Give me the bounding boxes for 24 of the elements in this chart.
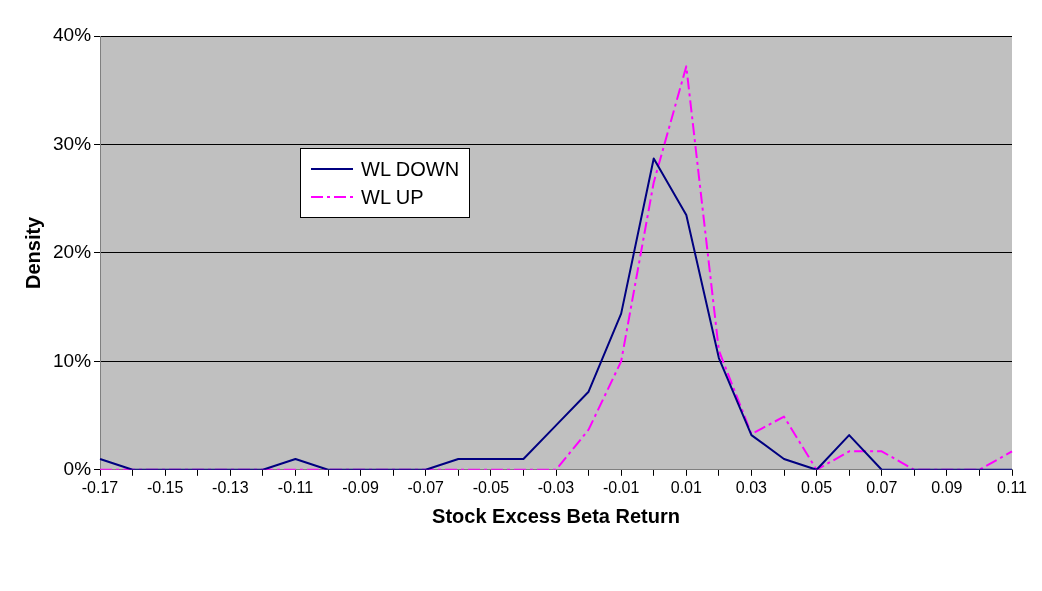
x-tick-label: -0.07: [407, 478, 445, 496]
y-tick-label: 0%: [63, 458, 92, 480]
x-tick-label: 0.07: [866, 478, 898, 496]
x-tick-label: 0.09: [931, 478, 963, 496]
y-tick-label: 40%: [53, 24, 92, 46]
x-tick-label: -0.05: [472, 478, 510, 496]
legend-label: WL DOWN: [361, 157, 460, 182]
x-tick-label: 0.01: [670, 478, 702, 496]
x-tick-label: -0.09: [342, 478, 379, 496]
x-axis-title: Stock Excess Beta Return: [432, 504, 680, 527]
x-tick-label: -0.03: [537, 478, 575, 496]
y-tick-label: 10%: [53, 349, 92, 371]
x-tick-label: 0.03: [735, 478, 768, 496]
x-tick-label: 0.05: [801, 478, 833, 496]
x-tick-label: 0.11: [997, 478, 1028, 496]
x-tick-label: -0.17: [81, 478, 119, 496]
y-axis-title: Density: [21, 215, 44, 290]
y-tick-label: 20%: [53, 241, 92, 263]
x-tick-label: -0.15: [146, 478, 184, 496]
x-tick-label: -0.01: [602, 478, 640, 496]
y-tick-label: 30%: [53, 132, 92, 154]
legend-label: WL UP: [361, 185, 424, 210]
x-tick-label: -0.13: [212, 478, 249, 496]
x-tick-label: -0.11: [277, 478, 314, 496]
